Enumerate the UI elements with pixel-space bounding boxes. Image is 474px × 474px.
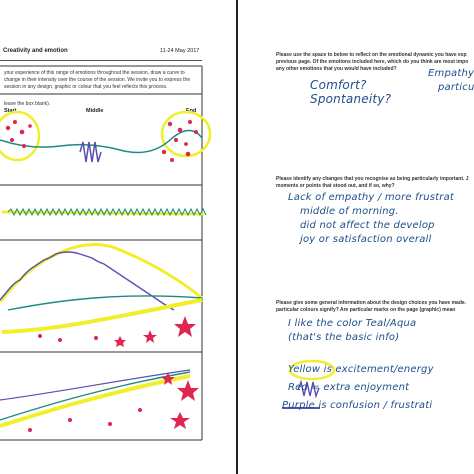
answer-3-line-3: Yellow is excitement/energy (288, 364, 434, 375)
answer-2-line-2: middle of morning. (300, 206, 399, 217)
header-rule (0, 60, 202, 61)
question-3-line-2: particular colours signify? Are particul… (276, 307, 456, 313)
answer-3-highlights (282, 359, 336, 409)
answer-1-spontaneity: Spontaneity? (310, 92, 392, 106)
question-1-line-1: Please use the space to below to reflect… (276, 52, 467, 58)
row-3-drawing (0, 242, 203, 347)
answer-3-line-2: (that's the basic info) (288, 332, 400, 343)
question-2-line-2: moments or points that stood out, and if… (276, 183, 395, 189)
answer-3-line-1: I like the color Teal/Aqua (288, 318, 417, 329)
instruction-line-2: change in their intensity over the cours… (4, 77, 191, 83)
page-title: Creativity and emotion (3, 48, 68, 54)
instruction-line-3: session in any design, graphic or colour… (4, 84, 168, 90)
row-1-drawing (0, 110, 212, 163)
answer-1-comfort: Comfort? (310, 78, 367, 92)
answer-2-line-1: Lack of empathy / more frustrat (288, 192, 455, 203)
left-page: Creativity and emotion 11-24 May 2017 yo… (0, 0, 236, 474)
page-date: 11-24 May 2017 (160, 48, 200, 54)
question-1-line-3: any other emotions that you would have i… (276, 66, 397, 72)
question-3-line-1: Please give some general information abo… (276, 300, 467, 306)
row-2-drawing (1, 207, 207, 217)
answer-2-line-4: joy or satisfaction overall (300, 234, 432, 245)
answer-3-line-4: Red = extra enjoyment (288, 382, 410, 393)
leave-blank-note: leave the box blank). (4, 101, 51, 107)
emotion-drawings (0, 65, 212, 441)
timeline-middle-label: Middle (86, 108, 104, 114)
row-4-drawing (0, 369, 199, 432)
instruction-line-1: your experience of this range of emotion… (4, 70, 185, 76)
emotion-table-grid (0, 65, 203, 441)
right-page: Please use the space to below to reflect… (238, 0, 474, 474)
answer-2-line-3: did not affect the develop (300, 220, 435, 231)
answer-1-particular: particula (438, 82, 474, 93)
answer-3-line-5: Purple is confusion / frustrati (282, 400, 433, 411)
question-2-line-1: Please identify any changes that you rec… (276, 176, 469, 182)
timeline-end-label: End (186, 108, 197, 114)
timeline-start-label: Start (4, 108, 17, 114)
page-divider (236, 0, 238, 474)
question-1-line-2: previous page. Of the emotions included … (276, 59, 469, 65)
answer-1-empathy: Empathy + (428, 68, 474, 79)
